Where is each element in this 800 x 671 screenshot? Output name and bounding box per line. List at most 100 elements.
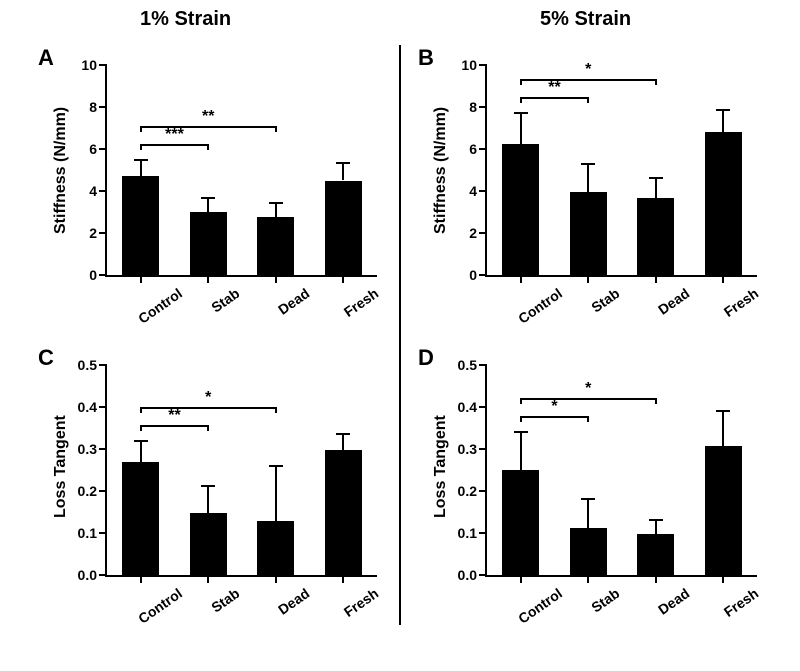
significance-label: * xyxy=(585,380,591,398)
y-tick xyxy=(99,232,107,234)
error-cap xyxy=(134,440,148,442)
y-tick-label: 0.3 xyxy=(458,441,477,457)
y-tick-label: 2 xyxy=(89,225,97,241)
x-tick xyxy=(275,575,277,583)
significance-tick xyxy=(207,425,209,431)
x-tick-label: Fresh xyxy=(341,285,381,320)
significance-label: * xyxy=(551,398,557,416)
y-tick xyxy=(99,106,107,108)
error-bar xyxy=(207,486,209,513)
y-tick-label: 10 xyxy=(81,57,97,73)
error-bar xyxy=(140,441,142,462)
bar xyxy=(570,192,607,275)
error-cap xyxy=(649,177,663,179)
error-cap xyxy=(716,410,730,412)
bar xyxy=(122,462,159,575)
error-bar xyxy=(655,178,657,198)
significance-label: ** xyxy=(202,108,214,126)
error-cap xyxy=(716,109,730,111)
x-tick-label: Stab xyxy=(589,285,623,316)
y-tick-label: 6 xyxy=(89,141,97,157)
error-cap xyxy=(581,163,595,165)
error-bar xyxy=(275,203,277,218)
significance-tick xyxy=(520,398,522,404)
y-tick xyxy=(99,148,107,150)
significance-label: ** xyxy=(168,407,180,425)
bar xyxy=(502,144,539,275)
error-bar xyxy=(140,160,142,177)
significance-tick xyxy=(655,79,657,85)
plot-area: 0246810ControlStabDeadFresh*** xyxy=(485,65,757,277)
significance-tick xyxy=(655,398,657,404)
bar xyxy=(325,181,362,276)
x-tick xyxy=(342,275,344,283)
y-tick xyxy=(479,106,487,108)
y-tick-label: 0.5 xyxy=(458,357,477,373)
bar xyxy=(705,132,742,275)
y-tick xyxy=(479,232,487,234)
error-cap xyxy=(514,431,528,433)
plot-area: 0.00.10.20.30.40.5ControlStabDeadFresh** xyxy=(485,365,757,577)
significance-label: *** xyxy=(165,126,184,144)
x-tick xyxy=(140,575,142,583)
significance-tick xyxy=(587,97,589,103)
center-divider xyxy=(399,45,401,625)
x-tick-label: Control xyxy=(135,285,185,327)
y-tick xyxy=(99,406,107,408)
significance-bar xyxy=(141,407,276,409)
error-bar xyxy=(722,411,724,446)
bar xyxy=(502,470,539,575)
y-tick-label: 0.1 xyxy=(458,525,477,541)
y-tick xyxy=(99,190,107,192)
column-title-right: 5% Strain xyxy=(540,8,631,31)
panel-B: B0246810ControlStabDeadFresh***Stiffness… xyxy=(410,45,770,335)
x-tick xyxy=(207,275,209,283)
x-tick-label: Fresh xyxy=(721,585,761,620)
panel-letter: D xyxy=(418,345,434,371)
x-tick xyxy=(275,275,277,283)
y-tick xyxy=(479,574,487,576)
y-tick xyxy=(99,448,107,450)
error-cap xyxy=(336,433,350,435)
significance-bar xyxy=(141,144,209,146)
error-bar xyxy=(722,110,724,132)
error-cap xyxy=(134,159,148,161)
error-bar xyxy=(587,499,589,528)
y-tick-label: 0.0 xyxy=(458,567,477,583)
y-tick-label: 0.2 xyxy=(458,483,477,499)
x-tick xyxy=(655,575,657,583)
y-tick xyxy=(99,364,107,366)
y-tick-label: 0 xyxy=(89,267,97,283)
y-tick xyxy=(99,274,107,276)
x-tick xyxy=(207,575,209,583)
x-tick-label: Stab xyxy=(589,585,623,616)
y-tick xyxy=(479,274,487,276)
figure: 1% Strain 5% Strain A0246810ControlStabD… xyxy=(0,0,800,671)
y-tick-label: 4 xyxy=(89,183,97,199)
y-tick-label: 6 xyxy=(469,141,477,157)
x-tick-label: Stab xyxy=(209,285,243,316)
panel-A: A0246810ControlStabDeadFresh*****Stiffne… xyxy=(30,45,390,335)
x-tick xyxy=(722,575,724,583)
error-cap xyxy=(269,202,283,204)
significance-tick xyxy=(587,416,589,422)
error-cap xyxy=(649,519,663,521)
y-tick-label: 0.0 xyxy=(78,567,97,583)
error-cap xyxy=(201,485,215,487)
error-bar xyxy=(275,466,277,521)
x-tick xyxy=(587,575,589,583)
significance-bar xyxy=(521,79,656,81)
bar xyxy=(122,176,159,275)
bar xyxy=(257,217,294,275)
y-tick-label: 4 xyxy=(469,183,477,199)
y-axis-label: Loss Tangent xyxy=(52,415,70,518)
error-cap xyxy=(269,465,283,467)
error-cap xyxy=(581,498,595,500)
y-tick xyxy=(479,406,487,408)
significance-tick xyxy=(520,97,522,103)
significance-label: * xyxy=(585,61,591,79)
y-tick xyxy=(479,364,487,366)
significance-bar xyxy=(141,126,276,128)
bar xyxy=(637,534,674,575)
y-tick xyxy=(479,148,487,150)
